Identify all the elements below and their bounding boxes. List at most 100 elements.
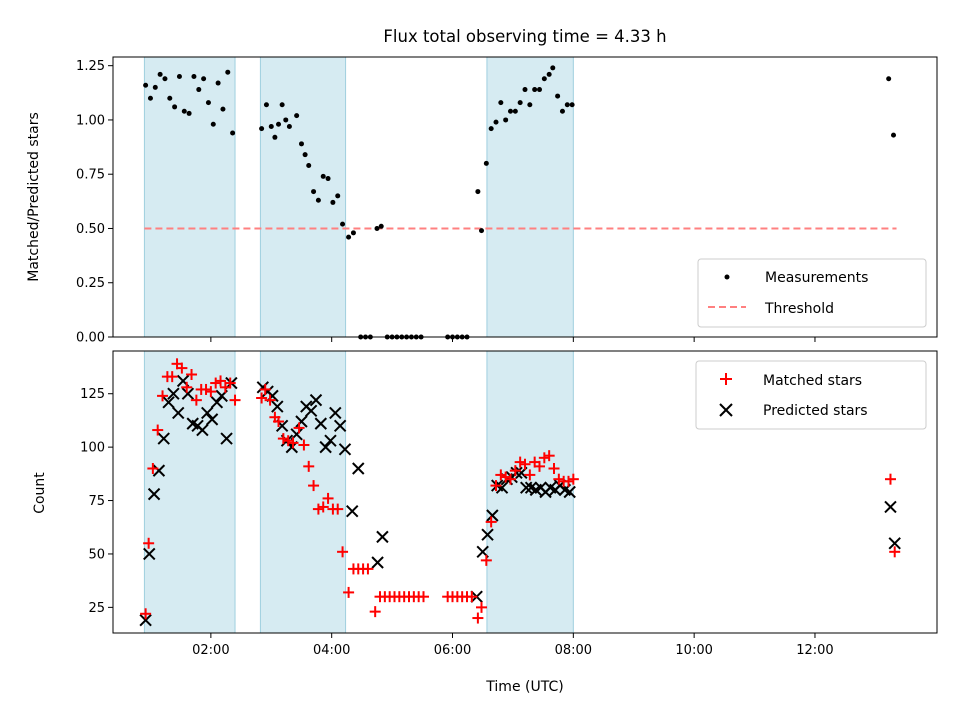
predicted-stroke: [186, 417, 199, 430]
measurement-point: [215, 80, 221, 86]
predicted-stars-point: [220, 432, 233, 445]
legend-measurements-label: Measurements: [765, 270, 868, 286]
matched-stars-point: [264, 394, 276, 406]
measurement-point: [259, 126, 265, 132]
legend-predicted-label: Predicted stars: [763, 403, 868, 419]
matched-stars-point: [312, 503, 324, 515]
measurement-point: [493, 119, 499, 125]
x-tick-label: 10:00: [675, 643, 712, 658]
matched-stars-point: [495, 469, 507, 481]
matched-stars-point: [181, 381, 193, 393]
matched-stars-point: [147, 463, 159, 474]
matched-stars-point: [293, 422, 305, 434]
matched-stars-point: [190, 394, 202, 406]
top-legend-box: [697, 258, 927, 328]
bottom-y-axis-label: Count: [32, 472, 48, 514]
predicted-stars-point: [143, 547, 156, 561]
predicted-stars-point: [162, 396, 175, 409]
matched-stars-point: [548, 463, 560, 474]
predicted-stroke: [162, 396, 175, 409]
predicted-stroke: [338, 443, 352, 456]
y-tick-label: 25: [88, 601, 105, 616]
predicted-stroke: [481, 528, 494, 541]
predicted-stroke: [333, 419, 347, 432]
predicted-stars-point: [295, 415, 308, 428]
measurement-point: [181, 108, 187, 114]
predicted-stars-point: [167, 387, 180, 400]
predicted-stroke: [346, 505, 359, 518]
y-tick-label: 1.25: [76, 59, 105, 74]
measurement-point: [272, 134, 278, 140]
predicted-stroke: [520, 481, 533, 494]
measurement-point: [201, 76, 207, 82]
predicted-stars-point: [333, 419, 347, 432]
measurement-point: [320, 173, 326, 179]
y-tick-label: 125: [80, 387, 105, 402]
predicted-stroke: [143, 547, 156, 561]
measurement-point: [147, 95, 153, 101]
predicted-stroke: [275, 419, 289, 432]
predicted-stroke: [495, 481, 509, 494]
predicted-stars-point: [486, 509, 499, 522]
matched-stars-point: [337, 546, 349, 558]
predicted-stars-point: [181, 387, 195, 400]
matched-stars-point: [505, 473, 517, 485]
matched-stars-point: [509, 465, 521, 477]
measurement-point: [546, 71, 552, 77]
bottom-plot-frame: [112, 350, 938, 634]
measurement-point: [503, 117, 509, 123]
top-panel: 0.00 0.25 0.50 0.75 1.00 1.25 Matched/Predict…: [26, 56, 938, 346]
predicted-stars-point: [888, 537, 901, 550]
predicted-stroke: [314, 417, 328, 430]
predicted-stars-point: [172, 406, 185, 420]
bottom-legend: Matched stars Predicted stars: [695, 360, 927, 430]
measurement-point: [522, 87, 528, 93]
matched-stars-point: [140, 608, 152, 620]
x-tick-label: 04:00: [313, 643, 350, 658]
predicted-stroke: [147, 487, 161, 501]
measurement-point: [374, 225, 380, 231]
measurement-point: [315, 197, 321, 203]
measurement-point: [488, 126, 494, 132]
measurement-point: [335, 193, 341, 199]
predicted-stars-point: [210, 396, 224, 409]
predicted-stars-point: [495, 481, 509, 494]
predicted-stars-point: [201, 406, 214, 420]
predicted-stroke: [139, 613, 152, 627]
predicted-stars-point: [324, 434, 337, 447]
measurement-point: [143, 82, 149, 88]
bottom-x-axis-ticks: 02:00 04:00 06:00 08:00 10:00 12:00: [192, 633, 834, 658]
top-plot-frame: [112, 56, 938, 338]
measurement-point: [564, 102, 570, 108]
matched-stars-point: [205, 386, 217, 398]
predicted-stroke: [210, 396, 224, 409]
predicted-stars-point: [304, 404, 318, 418]
predicted-stroke: [152, 464, 166, 477]
matched-stars-point: [567, 473, 579, 485]
matched-stars-point: [308, 480, 320, 492]
predicted-stroke: [167, 387, 180, 400]
measurement-point: [263, 102, 269, 108]
predicted-stroke: [888, 537, 901, 550]
measurement-point: [330, 199, 336, 205]
measurement-point: [559, 108, 565, 114]
x-tick-label: 02:00: [192, 643, 229, 658]
measurement-point: [325, 176, 331, 182]
x-tick-label: 08:00: [555, 643, 592, 658]
matched-stars-point: [229, 394, 241, 406]
matched-stars-point: [514, 456, 526, 468]
measurement-point: [346, 234, 352, 240]
y-tick-label: 100: [80, 441, 105, 456]
measurement-point: [205, 100, 211, 106]
bottom-y-axis-ticks: 25 50 75 100 125: [80, 387, 113, 616]
measurement-point: [378, 223, 384, 229]
predicted-stroke: [304, 404, 318, 418]
matched-stars-point: [553, 473, 565, 485]
matched-stars-series: [140, 358, 901, 624]
matched-stars-point: [200, 383, 212, 395]
matched-stars-point: [157, 390, 169, 402]
measurement-point: [479, 228, 485, 234]
matched-stars-point: [490, 480, 502, 492]
matched-stars-point: [166, 371, 178, 383]
